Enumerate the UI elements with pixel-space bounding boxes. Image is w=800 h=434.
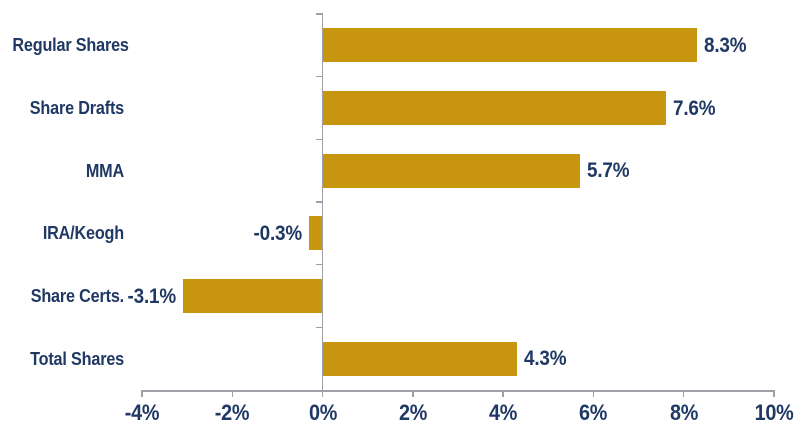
x-axis-tick <box>502 390 504 397</box>
x-axis-tick <box>231 390 234 397</box>
x-tick-label: 2% <box>398 400 427 425</box>
x-tick-label: 8% <box>669 400 698 425</box>
category-label: Share Drafts <box>29 98 125 118</box>
x-tick-label: 4% <box>489 400 518 425</box>
value-label: -3.1% <box>127 284 176 308</box>
bar <box>182 279 323 313</box>
x-tick-label: -4% <box>124 400 160 425</box>
x-tick-label: 10% <box>754 400 794 425</box>
category-label: Regular Shares <box>12 35 129 56</box>
bar <box>309 216 323 251</box>
category-axis-tick <box>315 201 323 203</box>
value-label: 8.3% <box>704 33 747 57</box>
category-axis-tick <box>315 138 323 141</box>
x-tick-label: 6% <box>579 400 608 425</box>
x-tick-label: -2% <box>215 400 250 425</box>
x-axis-tick <box>592 390 595 397</box>
category-label: Total Shares <box>30 348 124 369</box>
category-axis-tick <box>315 326 323 329</box>
x-tick-label: 0% <box>308 400 337 425</box>
value-label: 5.7% <box>586 159 630 183</box>
value-label: 4.3% <box>523 347 567 371</box>
category-axis-tick <box>315 13 323 15</box>
category-axis-tick <box>315 263 323 266</box>
category-axis-tick <box>315 75 323 78</box>
x-axis-tick <box>141 390 143 397</box>
value-label: -0.3% <box>253 221 303 245</box>
x-axis-tick <box>682 390 685 397</box>
category-label: IRA/Keogh <box>42 223 125 244</box>
x-axis-line <box>141 390 775 392</box>
x-axis-tick <box>412 390 414 397</box>
category-label: Share Certs. <box>30 286 125 306</box>
bar <box>322 28 698 63</box>
bar <box>322 91 666 125</box>
category-axis-line <box>321 14 324 397</box>
bar <box>322 341 517 376</box>
x-axis-tick <box>773 390 775 397</box>
bar <box>322 153 580 188</box>
category-label: MMA <box>85 160 124 181</box>
value-label: 7.6% <box>672 96 716 120</box>
